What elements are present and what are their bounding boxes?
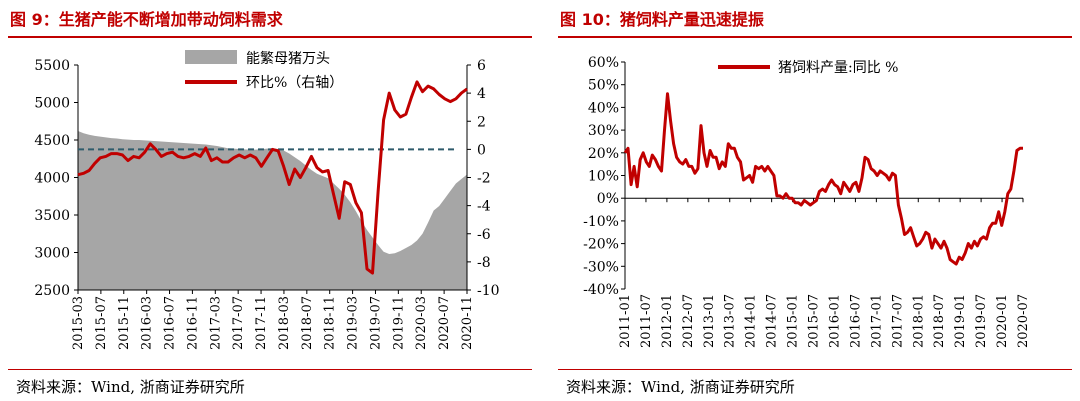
x-tick-label: 2020-03	[414, 296, 429, 350]
source-note: 资料来源：Wind, 浙商证券研究所	[566, 378, 795, 396]
figure-10-panel: 图 10：猪饲料产量迅速提振 -40% -30% -20% -10% 0% 10% 20% 3…	[550, 0, 1080, 401]
left-y-tick-label: 2500	[34, 283, 70, 299]
y-tick-label: -30%	[583, 259, 619, 275]
x-tick-label: 2016-03	[140, 296, 155, 350]
x-tick-label: 2019-01	[953, 294, 968, 348]
x-tick-label: 2017-11	[254, 296, 269, 350]
right-y-tick-label: 4	[477, 86, 486, 102]
y-tick-label: 20%	[588, 146, 619, 162]
right-y-tick-label: -2	[477, 171, 491, 187]
title-rule	[8, 36, 532, 38]
x-tick-label: 2017-01	[869, 294, 884, 348]
sow-area-series	[78, 131, 467, 290]
x-tick-label: 2012-07	[681, 294, 696, 348]
x-tick-label: 2020-11	[460, 296, 475, 350]
y-tick-label: -10%	[583, 214, 619, 230]
right-y-tick-label: -4	[477, 199, 491, 215]
x-tick-label: 2016-07	[163, 296, 178, 350]
left-y-tick-label: 3000	[34, 246, 70, 262]
x-tick-label: 2015-01	[786, 294, 801, 348]
left-y-tick-label: 4500	[34, 133, 70, 149]
x-tick-label: 2015-11	[117, 296, 132, 350]
x-tick-label: 2011-07	[639, 294, 654, 348]
x-tick-label: 2019-07	[368, 296, 383, 350]
x-tick-label: 2013-07	[723, 294, 738, 348]
y-tick-label: 10%	[588, 169, 619, 185]
x-tick-label: 2020-07	[437, 296, 452, 350]
legend-swatch-area	[185, 50, 237, 64]
x-tick-label: 2013-01	[702, 294, 717, 348]
feed-yoy-line	[623, 92, 1023, 266]
y-tick-label: -20%	[583, 237, 619, 253]
y-tick-label: 0%	[597, 191, 619, 207]
y-tick-label: 60%	[588, 55, 619, 71]
x-tick-label: 2017-03	[208, 296, 223, 350]
left-y-tick-label: 5500	[34, 58, 70, 74]
x-tick-label: 2015-03	[71, 296, 86, 350]
x-tick-label: 2016-07	[848, 294, 863, 348]
left-y-tick-label: 4000	[34, 171, 70, 187]
x-tick-label: 2015-07	[807, 294, 822, 348]
source-note: 资料来源：Wind, 浙商证券研究所	[16, 378, 245, 396]
pig-feed-yoy-chart: -40% -30% -20% -10% 0% 10% 20% 30% 40% 50% 60% 2011…	[583, 55, 1031, 348]
x-tick-label: 2018-07	[300, 296, 315, 350]
x-tick-label: 2016-11	[185, 296, 200, 350]
right-y-tick-label: -10	[477, 283, 500, 299]
x-tick-label: 2017-07	[231, 296, 246, 350]
source-rule	[558, 369, 1072, 370]
x-tick-label: 2020-07	[1016, 294, 1031, 348]
right-y-tick-label: 6	[477, 58, 486, 74]
figure-9-panel: 图 9：生猪产能不断增加带动饲料需求 2500 3000 3500 4000 4500 5…	[8, 10, 532, 396]
title-rule	[558, 36, 1072, 38]
y-tick-label: -40%	[583, 282, 619, 298]
legend-label-area: 能繁母猪万头	[246, 51, 330, 67]
x-tick-label: 2018-07	[932, 294, 947, 348]
x-tick-label: 2015-07	[94, 296, 109, 350]
right-y-tick-label: -8	[477, 255, 491, 271]
x-tick-label: 2014-07	[765, 294, 780, 348]
legend-label: 猪饲料产量:同比 %	[778, 60, 898, 76]
right-y-tick-label: -6	[477, 227, 491, 243]
source-rule	[8, 369, 532, 370]
left-y-tick-label: 5000	[34, 96, 70, 112]
x-tick-label: 2019-11	[391, 296, 406, 350]
x-tick-label: 2012-01	[660, 294, 675, 348]
x-tick-label: 2019-03	[346, 296, 361, 350]
y-tick-label: 40%	[588, 100, 619, 116]
y-tick-label: 30%	[588, 123, 619, 139]
right-y-tick-label: 2	[477, 114, 486, 130]
figure-title: 图 9：生猪产能不断增加带动饲料需求	[10, 10, 283, 29]
mom-change-line	[77, 80, 468, 275]
sow-inventory-chart: 2500 3000 3500 4000 4500 5000 5500 -10 -8 -6 -4 -2 0…	[34, 50, 500, 350]
y-tick-label: 50%	[588, 78, 619, 94]
x-tick-label: 2011-01	[618, 294, 633, 348]
right-y-tick-label: 0	[477, 142, 486, 158]
x-tick-label: 2014-01	[744, 294, 759, 348]
left-y-tick-label: 3500	[34, 208, 70, 224]
x-tick-label: 2017-07	[890, 294, 905, 348]
x-tick-label: 2018-11	[323, 296, 338, 350]
x-tick-label: 2019-07	[974, 294, 989, 348]
figure-title: 图 10：猪饲料产量迅速提振	[560, 10, 764, 29]
x-tick-label: 2016-01	[827, 294, 842, 348]
x-tick-label: 2020-01	[995, 294, 1010, 348]
x-tick-label: 2018-03	[277, 296, 292, 350]
x-tick-label: 2018-01	[911, 294, 926, 348]
legend-label-line: 环比%（右轴）	[246, 75, 343, 91]
